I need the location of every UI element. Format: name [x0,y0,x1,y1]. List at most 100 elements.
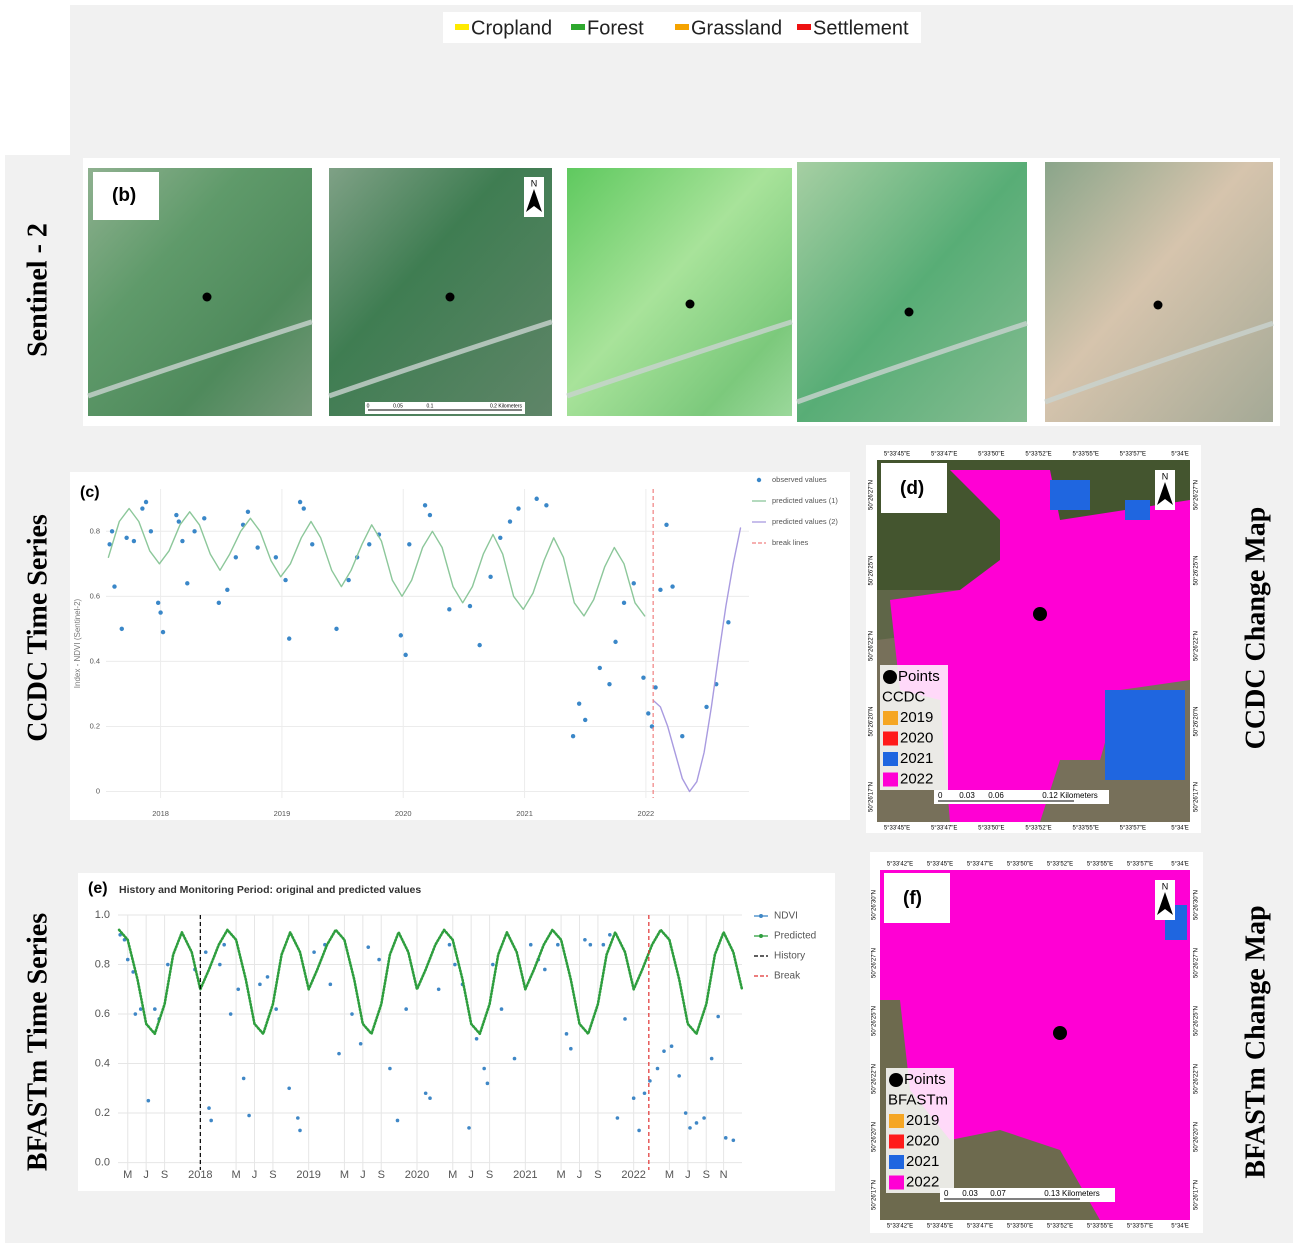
data-point [359,1042,363,1046]
data-point [726,620,730,624]
panel-label: (b) [112,185,136,206]
page: CroplandForestGrasslandSettlementSentine… [0,0,1293,1243]
data-point [388,1067,392,1071]
map-legend-label: 2021 [900,750,933,767]
legend-swatch [675,24,689,30]
data-point [498,536,502,540]
x-tick-label: 2018 [188,1169,212,1181]
scale-label: 0 [938,791,943,800]
row-label: Sentinel - 2 [22,223,53,357]
coord-label: 5°33'45"E [884,826,910,832]
legend-swatch [883,732,898,746]
coord-label: 5°34'E [1171,452,1189,458]
data-point [607,682,611,686]
y-tick-label: 0.2 [90,721,100,730]
data-point [468,604,472,608]
data-point [702,1116,706,1120]
data-point [407,542,411,546]
data-point [684,1111,688,1115]
data-point [346,578,350,582]
x-tick-label: S [378,1169,385,1181]
data-point [608,933,612,937]
legend-swatch [571,24,585,30]
data-point [192,529,196,533]
data-point [602,943,606,947]
y-tick-label: 0.4 [95,1057,110,1069]
data-point [680,734,684,738]
coord-label: 5°33'55"E [1087,862,1113,868]
map-legend-label: 2021 [906,1153,939,1170]
x-tick-label: S [703,1169,710,1181]
data-point [396,1119,400,1123]
data-point [266,975,270,979]
legend-label: NDVI [774,911,798,922]
x-tick-label: 2021 [516,809,533,818]
data-point [334,627,338,631]
coord-label: 5°33'52"E [1047,1224,1073,1230]
figure: CroplandForestGrasslandSettlementSentine… [0,0,1293,1243]
x-tick-label: M [448,1169,457,1181]
data-point [246,510,250,514]
data-point [656,1067,660,1071]
point-marker [1033,607,1047,621]
data-point [209,1119,213,1123]
legend-marker [757,478,761,482]
coord-label: 5°33'50"E [978,452,1004,458]
x-tick-label: M [123,1169,132,1181]
coord-label: 5°33'45"E [927,1224,953,1230]
row-label: CCDC Change Map [1240,507,1271,750]
data-point [529,943,533,947]
x-tick-label: 2020 [395,809,412,818]
y-tick-label: 0.8 [90,526,100,535]
scale-label: 0.03 [962,1189,978,1198]
map-legend-label: 2022 [906,1173,939,1190]
data-point [428,1096,432,1100]
north-label: N [1162,471,1169,481]
north-label: N [531,178,538,188]
data-point [695,1121,699,1125]
x-tick-label: J [360,1169,366,1181]
legend-marker [759,914,763,918]
data-point [298,500,302,504]
legend-swatch [889,1176,904,1190]
data-point [688,1126,692,1130]
x-tick-label: M [340,1169,349,1181]
legend-swatch [883,711,898,725]
x-tick-label: N [720,1169,728,1181]
data-point [632,581,636,585]
data-point [247,1114,251,1118]
x-tick-label: J [577,1169,583,1181]
data-point [428,513,432,517]
scale-label: 0.06 [988,791,1004,800]
scale-label: 0.12 Kilometers [1042,791,1098,800]
chart-panel [78,873,835,1191]
point-marker [686,300,695,309]
coord-label: 5°33'52"E [1025,452,1051,458]
data-point [161,630,165,634]
point-marker [905,308,914,317]
data-point [274,1007,278,1011]
data-point [185,581,189,585]
legend-label: Settlement [813,17,909,39]
data-point [234,555,238,559]
coord-label: 50°26'20"N [1194,1122,1200,1152]
coord-label: 50°26'30"N [872,890,878,920]
data-point [534,497,538,501]
data-point [242,1077,246,1081]
map-legend-label: 2022 [900,770,933,787]
scale-label: 0.1 [427,403,434,409]
y-tick-label: 0.6 [95,1008,110,1020]
coord-label: 50°26'25"N [869,555,875,585]
data-point [423,503,427,507]
x-tick-label: J [143,1169,149,1181]
legend-label: observed values [772,475,827,484]
coord-label: 5°33'55"E [1087,1224,1113,1230]
data-point [513,1057,517,1061]
data-point [516,506,520,510]
y-tick-label: 0.6 [90,591,100,600]
data-point [287,636,291,640]
data-point [177,519,181,523]
point-marker [203,293,212,302]
data-point [622,601,626,605]
data-point [166,963,170,967]
